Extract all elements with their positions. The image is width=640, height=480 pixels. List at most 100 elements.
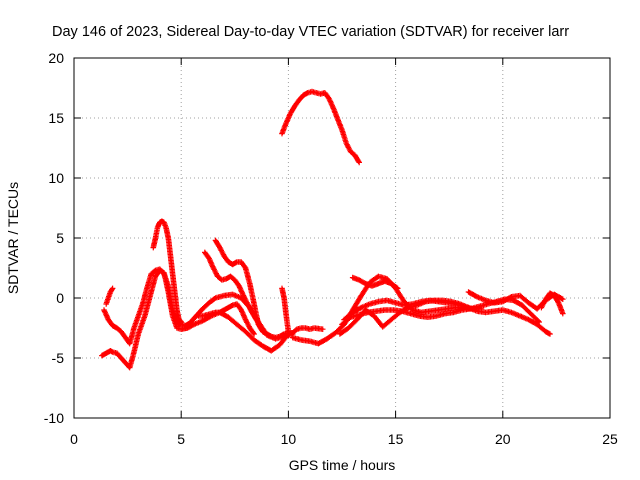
data-point (544, 298, 547, 301)
data-point (221, 279, 223, 281)
data-point (309, 328, 311, 331)
data-point (143, 315, 146, 317)
data-point (214, 297, 217, 299)
data-point (156, 226, 159, 228)
data-point (411, 303, 414, 305)
data-point (321, 328, 324, 331)
series-track-6 (212, 237, 326, 341)
data-point (236, 261, 238, 263)
data-point (201, 308, 204, 310)
data-point (120, 330, 122, 333)
data-point (358, 161, 360, 164)
series-markers (279, 88, 362, 166)
data-point (253, 303, 255, 305)
data-point (390, 318, 393, 321)
data-point (345, 142, 348, 144)
data-point (167, 285, 170, 287)
data-point (369, 303, 371, 305)
data-point (103, 309, 105, 311)
data-point (334, 332, 337, 334)
data-point (343, 318, 345, 321)
data-point (294, 105, 296, 107)
data-point (300, 339, 303, 341)
data-point (208, 302, 210, 304)
chart-title: Day 146 of 2023, Sidereal Day-to-day VTE… (52, 24, 569, 40)
data-point (188, 322, 191, 325)
data-point (193, 323, 195, 326)
data-point (519, 294, 521, 297)
x-tick-label: 25 (602, 431, 618, 447)
x-tick-label: 0 (70, 431, 78, 447)
data-point (165, 227, 167, 230)
data-point (223, 294, 225, 297)
data-point (390, 282, 393, 285)
data-point (218, 246, 221, 249)
data-point (171, 273, 174, 275)
data-point (212, 267, 215, 269)
y-axis-label: SDTVAR / TECUs (5, 182, 21, 294)
data-point (562, 298, 564, 301)
data-point (253, 333, 255, 335)
data-point (216, 275, 219, 278)
data-point (544, 330, 547, 333)
data-point (285, 315, 288, 317)
data-point (478, 305, 481, 308)
data-point (161, 220, 163, 222)
x-tick-label: 5 (177, 431, 185, 447)
data-point (231, 263, 234, 266)
data-point (214, 239, 217, 242)
data-point (203, 251, 206, 254)
data-point (446, 302, 448, 304)
data-point (538, 321, 541, 323)
data-point (206, 314, 208, 316)
data-point (246, 303, 249, 305)
data-point (437, 309, 440, 311)
data-point (176, 309, 178, 311)
data-point (296, 328, 298, 331)
data-point (549, 333, 551, 335)
data-point (313, 327, 315, 329)
series-track-16 (538, 290, 566, 317)
data-point (291, 336, 294, 339)
data-point (186, 327, 189, 329)
data-point (150, 291, 152, 293)
data-point (184, 324, 187, 327)
data-point (283, 297, 285, 299)
data-point (116, 327, 118, 329)
series-track-9 (279, 285, 292, 335)
series-track-14 (349, 274, 401, 292)
data-point (562, 312, 564, 315)
data-point (116, 352, 118, 355)
data-point (201, 320, 204, 322)
data-point (279, 344, 281, 346)
x-tick-label: 10 (281, 431, 297, 447)
y-tick-label: 0 (56, 290, 64, 306)
data-point (236, 303, 238, 305)
x-tick-label: 20 (495, 431, 511, 447)
data-point (109, 350, 112, 352)
data-point (180, 328, 182, 331)
data-point (502, 300, 504, 303)
data-point (281, 132, 283, 135)
data-point (218, 311, 221, 314)
data-point (354, 154, 356, 156)
data-point (244, 318, 247, 321)
data-point (476, 296, 478, 298)
data-point (111, 324, 114, 327)
data-point (510, 296, 513, 298)
data-point (409, 312, 412, 315)
data-point (429, 310, 431, 313)
data-point (512, 299, 515, 302)
data-point (152, 246, 155, 249)
data-point (244, 267, 247, 269)
data-point (536, 323, 538, 326)
data-point (463, 305, 466, 308)
data-point (154, 269, 157, 272)
data-point (111, 351, 114, 353)
data-point (227, 261, 230, 263)
data-point (461, 309, 463, 311)
data-point (306, 92, 309, 94)
data-point (158, 221, 161, 224)
data-point (536, 308, 538, 310)
